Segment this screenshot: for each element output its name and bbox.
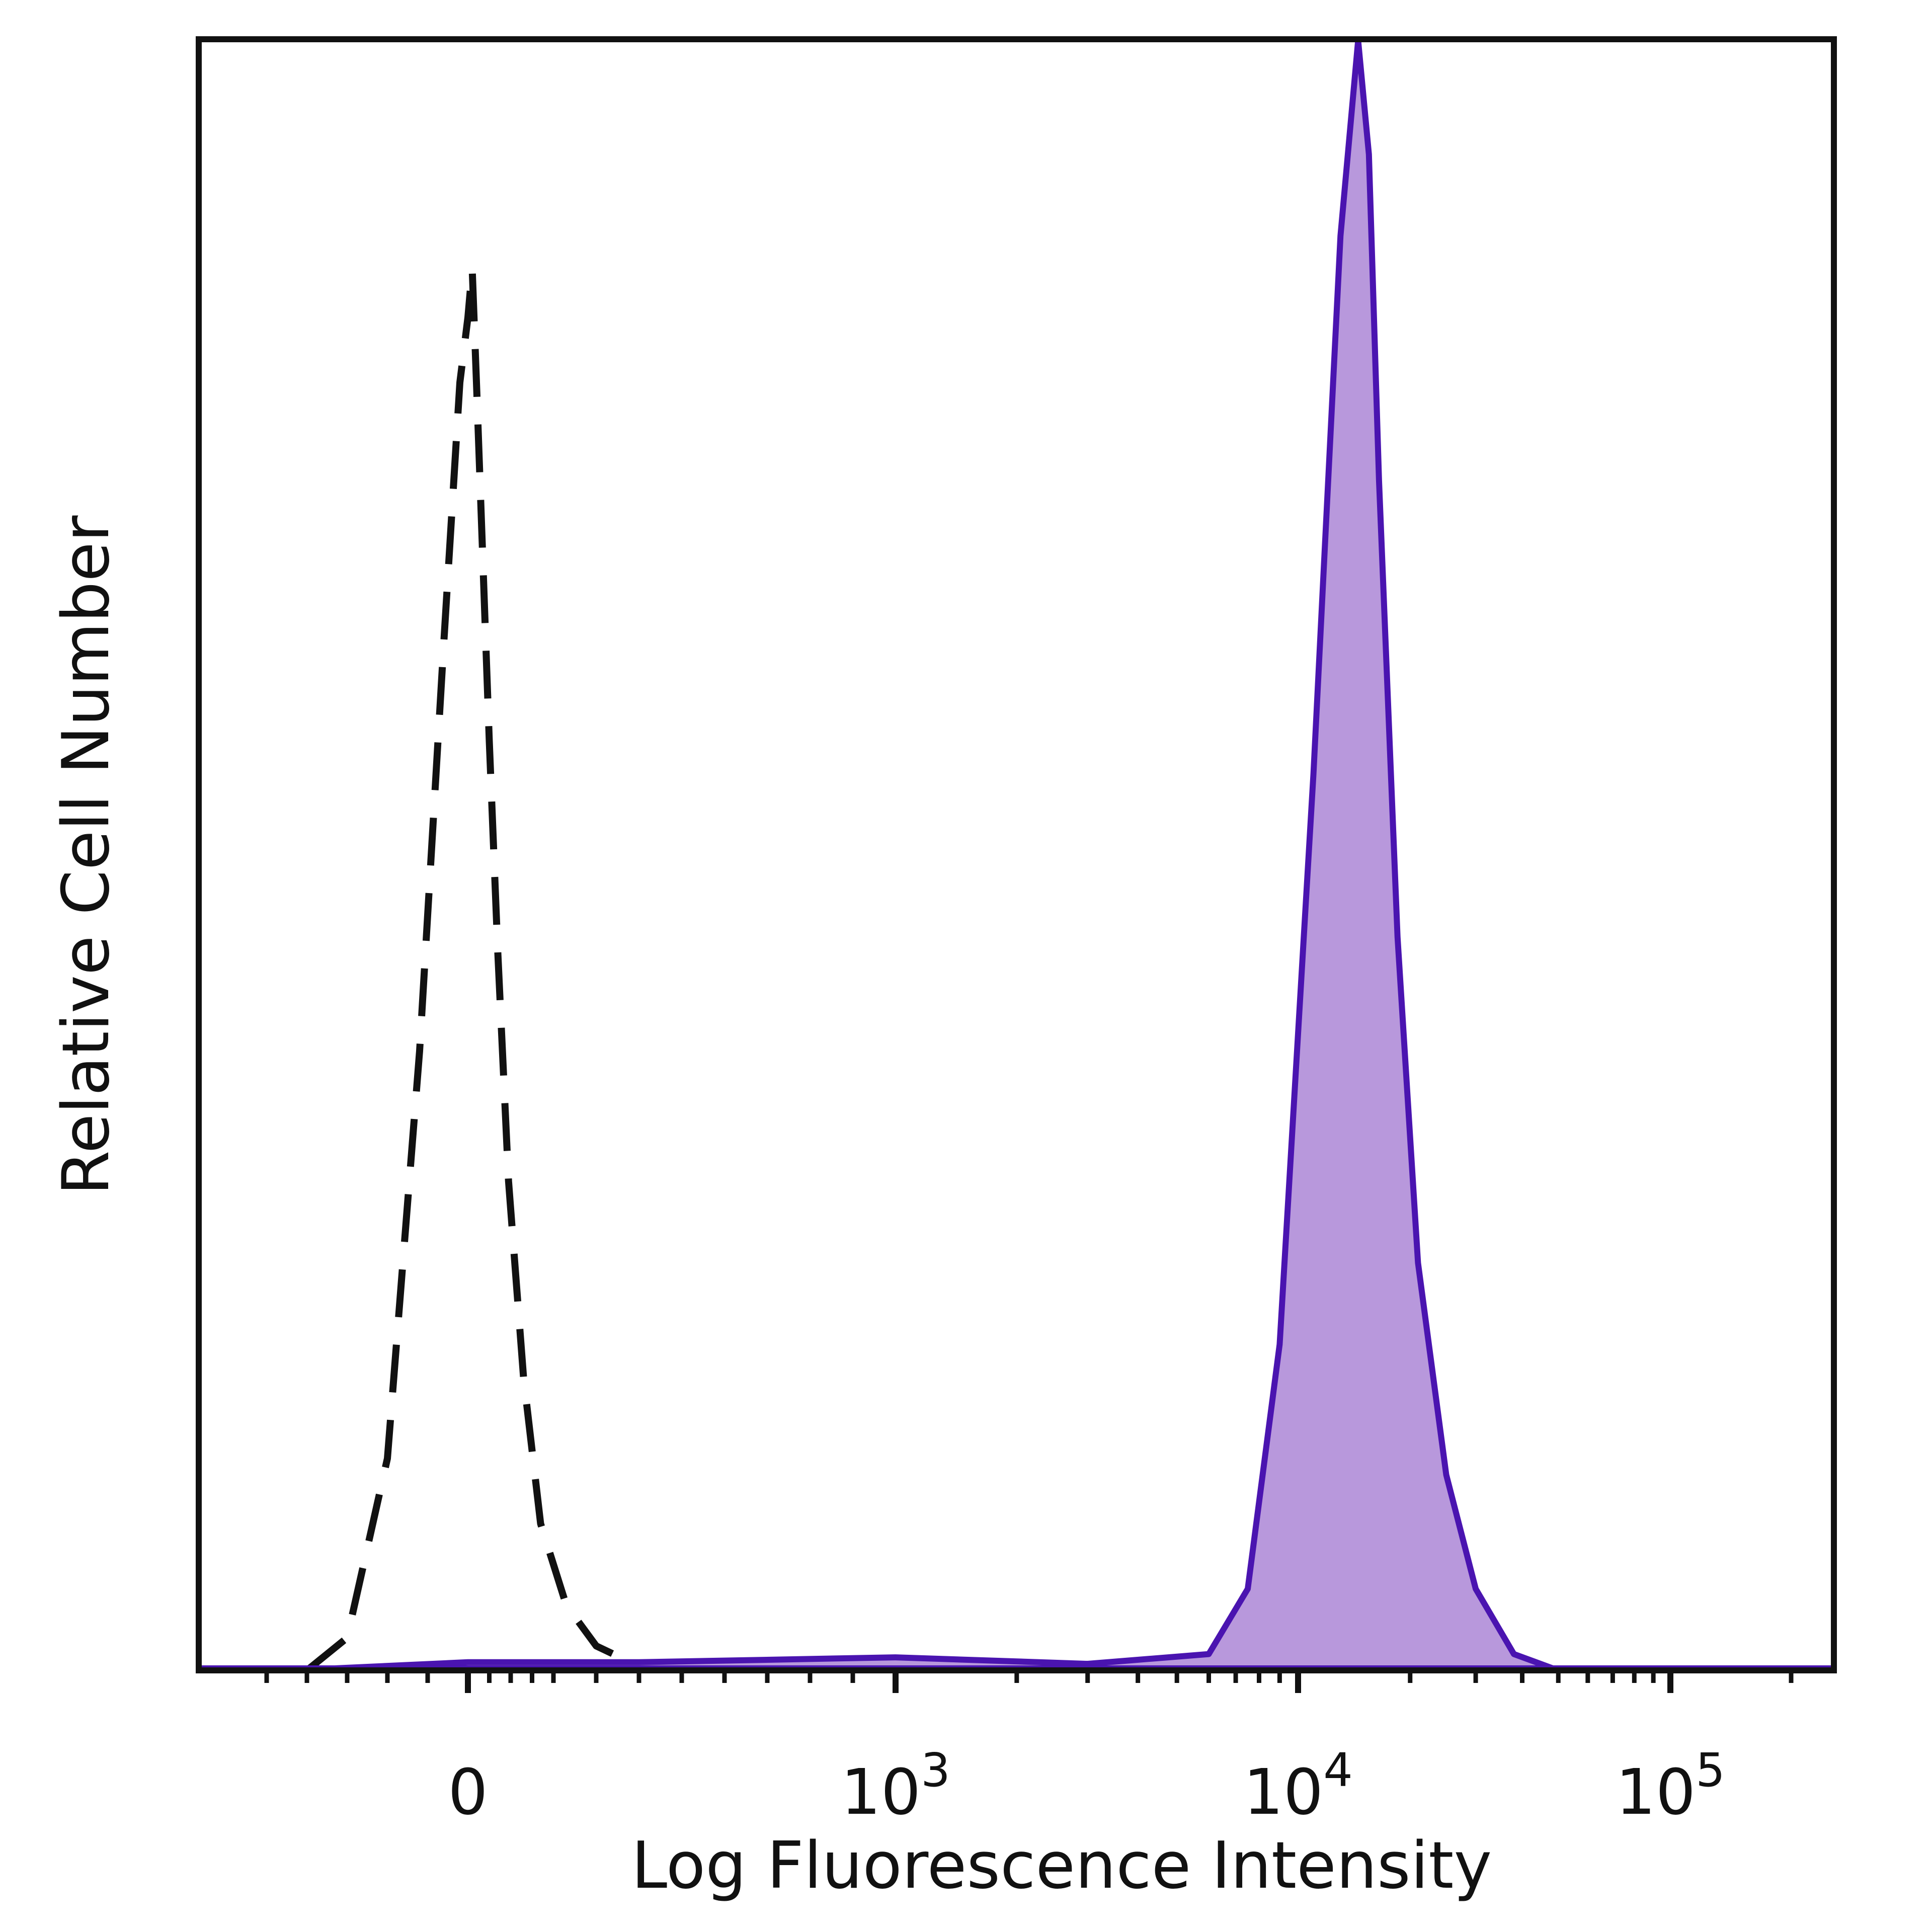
x-tick-label-2: 104 [1243,1743,1353,1829]
series-0-line [304,265,632,1673]
series-1-fill [291,40,1559,1670]
x-tick-labels: 0 103 104 105 [448,1743,1725,1829]
x-tick-label-0: 0 [448,1756,488,1829]
series-1-line [290,37,1560,1673]
x-tick-label-3: 105 [1616,1743,1725,1829]
x-major-ticks [465,1670,1673,1693]
x-tick-label-1: 103 [841,1743,950,1829]
series-layer [201,37,1831,1673]
plot-frame [196,36,1837,1673]
y-axis-label: Relative Cell Number [49,515,124,1195]
x-axis-label: Log Fluorescence Intensity [631,1828,1492,1903]
